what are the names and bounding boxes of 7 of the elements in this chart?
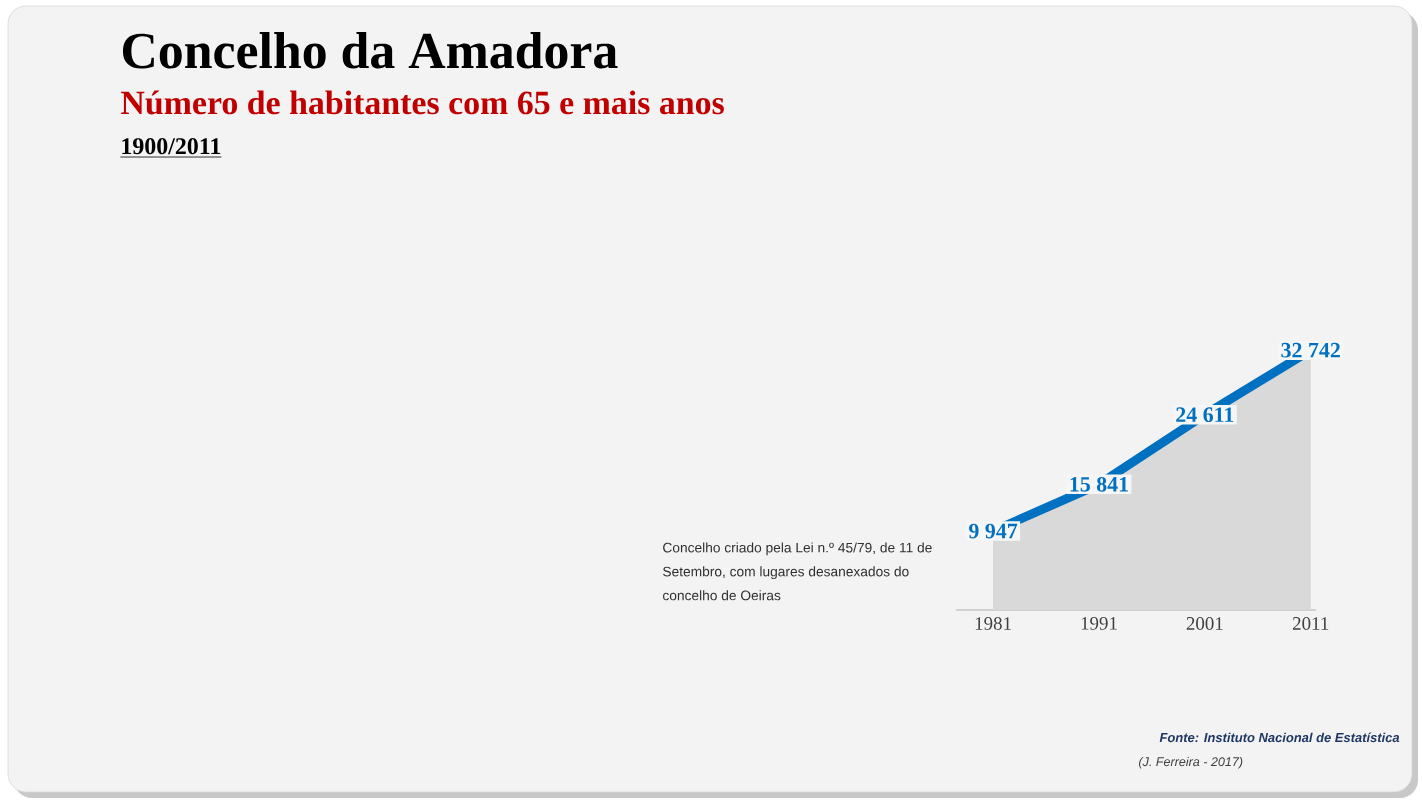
x-tick-label: 1981 bbox=[975, 617, 1011, 630]
x-tick-label: 2011 bbox=[1292, 617, 1329, 630]
x-tick-label: 2001 bbox=[1186, 617, 1223, 630]
text: Concelho da Amadora bbox=[122, 32, 618, 69]
text: 1900/2011 bbox=[122, 138, 221, 155]
x-tick-label: 1991 bbox=[1081, 617, 1117, 630]
text: Número de habitantes com 65 e mais anos bbox=[121, 90, 724, 115]
